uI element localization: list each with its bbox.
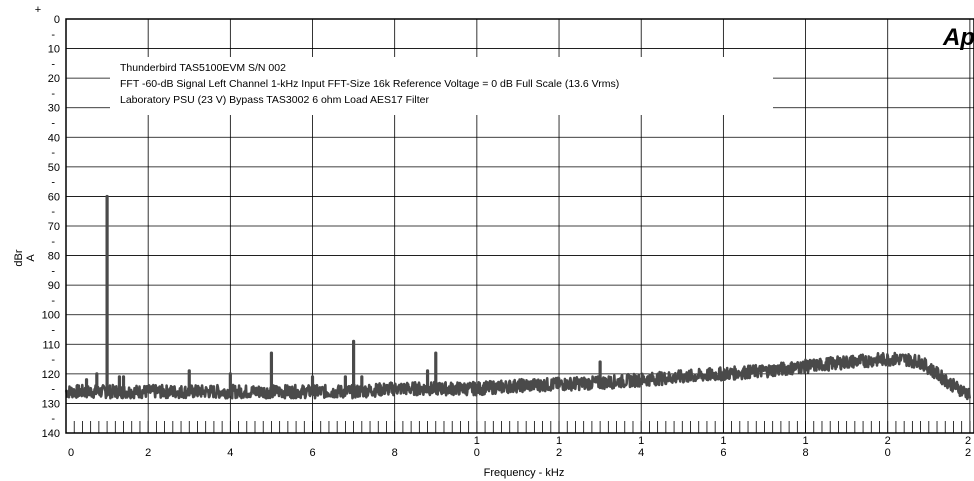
- y-tick-label: 80: [48, 251, 60, 263]
- y-minor-label: -: [51, 325, 55, 337]
- x-tick-label-top: 1: [474, 435, 480, 447]
- x-tick-label-top: 1: [638, 435, 644, 447]
- y-tick-label: 30: [48, 103, 60, 115]
- y-tick-label: 110: [42, 339, 60, 351]
- y-tick-label: 20: [48, 73, 60, 85]
- x-tick-label: 0: [68, 447, 74, 459]
- annotation-line-3: Laboratory PSU (23 V) Bypass TAS3002 6 o…: [120, 94, 429, 106]
- y-minor-label: -: [51, 58, 55, 70]
- y-axis-unit: A: [25, 254, 37, 262]
- x-tick-label: 4: [638, 447, 644, 459]
- y-minor-label: -: [51, 177, 55, 189]
- brand-logo: Ap: [942, 24, 974, 51]
- x-tick-label: 8: [392, 447, 398, 459]
- x-tick-label: 2: [145, 447, 151, 459]
- x-tick-label: 6: [720, 447, 726, 459]
- y-tick-label: 120: [42, 369, 60, 381]
- y-axis-labels: +0 - 10 - 20 - 30 - 40 - 50 - 60 - 70 - 80 - 90 - 100 - 110 - 12…: [35, 4, 60, 440]
- y-tick-label: 0: [54, 14, 60, 26]
- plot-frame: [65, 18, 974, 434]
- y-tick-label: 50: [48, 162, 60, 174]
- y-minor-label: -: [51, 236, 55, 248]
- y-tick-label: 130: [42, 398, 60, 410]
- y-tick-label: 40: [48, 132, 60, 144]
- y-minor-label: -: [51, 295, 55, 307]
- x-tick-label: 8: [802, 447, 808, 459]
- y-tick-label: 90: [48, 280, 60, 292]
- x-tick-label-top: 1: [802, 435, 808, 447]
- y-minor-label: -: [51, 413, 55, 425]
- y-minor-label: -: [51, 118, 55, 130]
- annotation-line-2: FFT -60-dB Signal Left Channel 1-kHz Inp…: [120, 78, 619, 90]
- y-minor-label: -: [51, 354, 55, 366]
- annotation-line-1: Thunderbird TAS5100EVM S/N 002: [120, 62, 286, 74]
- x-tick-label: 6: [309, 447, 315, 459]
- x-tick-label-top: 2: [885, 435, 891, 447]
- x-tick-label: 0: [474, 447, 480, 459]
- x-tick-label: 0: [885, 447, 891, 459]
- annotation-box: Thunderbird TAS5100EVM S/N 002 FFT -60-d…: [110, 57, 773, 115]
- y-minor-label: -: [51, 88, 55, 100]
- x-tick-label-top: 1: [556, 435, 562, 447]
- x-tick-label-top: 2: [965, 435, 971, 447]
- x-axis-title: Frequency - kHz: [484, 467, 565, 479]
- x-tick-label-top: 1: [720, 435, 726, 447]
- y-tick-label: 60: [48, 191, 60, 203]
- y-axis-title: dBr: [13, 249, 25, 266]
- y-minor-label: -: [51, 206, 55, 218]
- y-minor-label: -: [51, 265, 55, 277]
- series-layer: [64, 194, 971, 401]
- x-tick-label: 2: [556, 447, 562, 459]
- bottom-minor-ticks: [65, 421, 971, 433]
- x-tick-label: 4: [227, 447, 233, 459]
- y-minor-label: -: [51, 147, 55, 159]
- y-tick-label: 70: [48, 221, 60, 233]
- x-tick-label: 2: [965, 447, 971, 459]
- y-tick-label: 10: [48, 44, 60, 56]
- y-minor-label: -: [51, 29, 55, 41]
- y-axis-top-label: +: [35, 4, 41, 16]
- y-tick-label: 140: [42, 428, 60, 440]
- annotation-box-background: [110, 57, 773, 115]
- y-minor-label: -: [51, 384, 55, 396]
- series-noise-floor: [64, 351, 971, 401]
- y-tick-label: 100: [42, 310, 60, 322]
